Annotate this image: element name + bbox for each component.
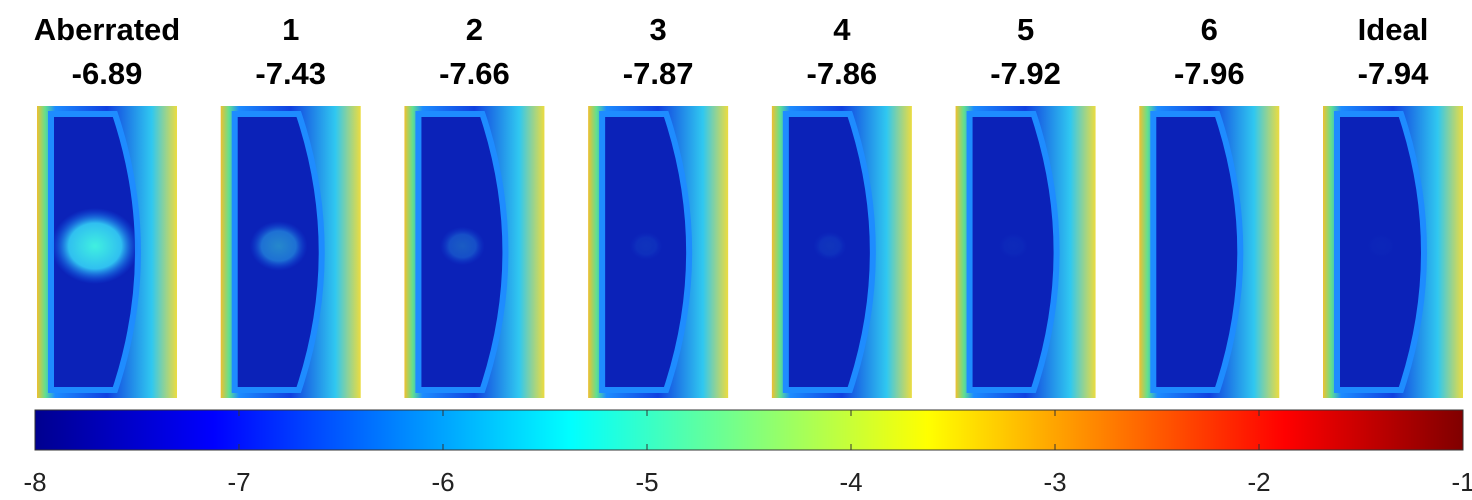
heatmap-blob bbox=[51, 208, 139, 284]
colorbar bbox=[34, 409, 1464, 451]
panel-title: 3 bbox=[650, 12, 667, 47]
colorbar-tick-label: -5 bbox=[635, 467, 658, 497]
colorbar-tick-label: -4 bbox=[839, 467, 862, 497]
heatmap-region bbox=[1334, 111, 1427, 393]
panel-value: -7.92 bbox=[990, 56, 1061, 91]
colorbar-tick-label: -1 bbox=[1451, 467, 1472, 497]
panel-title: 4 bbox=[833, 12, 851, 47]
heatmap-region bbox=[1150, 111, 1244, 393]
heatmap-blob bbox=[440, 226, 485, 266]
colorbar-tick-label: -8 bbox=[23, 467, 46, 497]
heatmap-blob bbox=[813, 231, 847, 261]
colorbar-tick-label: -6 bbox=[431, 467, 454, 497]
panel-value: -7.86 bbox=[807, 56, 878, 91]
colorbar-tick-label: -3 bbox=[1043, 467, 1066, 497]
panel-title: Ideal bbox=[1358, 12, 1429, 47]
heatmap-blob bbox=[249, 221, 308, 271]
colorbar-tick-label: -2 bbox=[1247, 467, 1270, 497]
panel-value: -7.66 bbox=[439, 56, 510, 91]
panel-title: 5 bbox=[1017, 12, 1034, 47]
panel-value: -6.89 bbox=[72, 56, 143, 91]
panel-title: 2 bbox=[466, 12, 483, 47]
panel-value: -7.96 bbox=[1174, 56, 1245, 91]
panel-value: -7.43 bbox=[255, 56, 326, 91]
heatmap-region bbox=[966, 111, 1060, 393]
panel-value: -7.87 bbox=[623, 56, 694, 91]
colorbar-tick-label: -7 bbox=[227, 467, 250, 497]
panel-title: Aberrated bbox=[34, 12, 180, 47]
panel-value: -7.94 bbox=[1358, 56, 1429, 91]
heatmap-blob bbox=[629, 231, 663, 261]
heatmap-blob bbox=[998, 233, 1028, 259]
heatmap-blob bbox=[1366, 234, 1395, 259]
panel-title: 1 bbox=[282, 12, 299, 47]
panel-title: 6 bbox=[1201, 12, 1218, 47]
